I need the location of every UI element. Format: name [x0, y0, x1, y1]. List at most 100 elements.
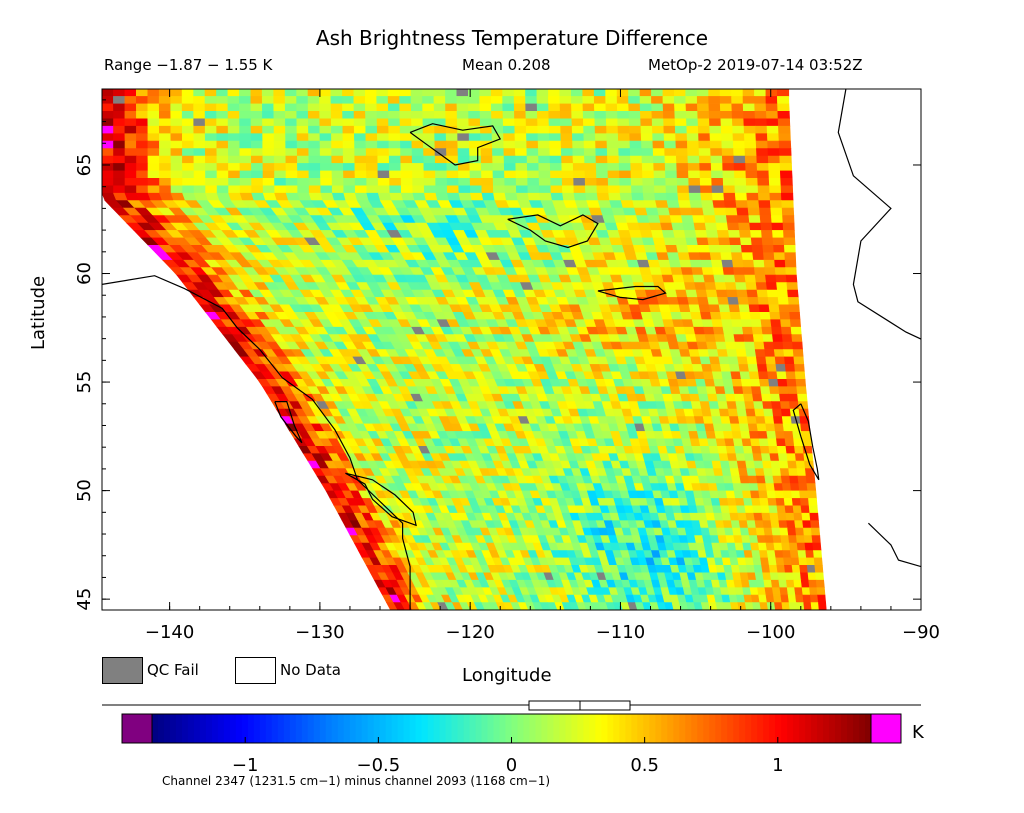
swath-cell [761, 512, 772, 522]
swath-cell [685, 96, 698, 105]
swath-cell [732, 326, 744, 335]
swath-cell [228, 185, 241, 194]
swath-cell [793, 356, 805, 365]
swath-cell [688, 252, 702, 261]
colorbar-segment [853, 714, 860, 743]
swath-cell [388, 140, 401, 149]
swath-cell [754, 111, 768, 120]
colorbar-segment [451, 714, 459, 743]
colorbar-segment [505, 714, 513, 743]
swath-cell [607, 170, 620, 179]
swath-cell [308, 125, 321, 134]
swath-cell [735, 550, 746, 559]
swath-cell [754, 572, 765, 581]
swath-cell [803, 527, 813, 536]
coastline-segment [409, 123, 502, 166]
swath-cell [773, 483, 784, 492]
swath-cell [679, 259, 693, 268]
swath-cell [755, 282, 768, 291]
swath-cell [342, 89, 355, 97]
swath-cell [770, 393, 781, 402]
colorbar-segment [751, 714, 758, 743]
swath-cell [537, 148, 551, 157]
swath-cell [768, 378, 779, 388]
swath-cell [757, 542, 768, 551]
swath-cell [756, 155, 769, 164]
swath-cell [805, 550, 815, 559]
swath-cell [503, 133, 516, 142]
swath-cell [532, 602, 544, 610]
swath-cell [757, 431, 769, 440]
swath-cell [716, 230, 730, 239]
swath-cell [752, 393, 763, 402]
swath-cell [319, 118, 332, 127]
swath-cell [663, 237, 677, 246]
swath-cell [749, 311, 762, 321]
swath-cell [429, 602, 442, 610]
swath-cell [548, 96, 561, 105]
swath-cell [775, 557, 785, 566]
colorbar-segment [295, 714, 303, 743]
swath-cell [514, 111, 527, 120]
swath-cell [784, 252, 797, 261]
swath-cell [377, 148, 390, 157]
swath-cell [181, 118, 194, 127]
swath-cell [228, 163, 241, 172]
swath-cell [561, 178, 575, 187]
swath-cell [736, 207, 750, 216]
swath-cell [365, 155, 379, 164]
colorbar-segment [445, 714, 453, 743]
swath-cell [739, 371, 751, 380]
swath-cell [766, 602, 776, 610]
swath-cell [708, 89, 721, 97]
swath-cell [595, 163, 609, 172]
swath-cell [750, 237, 764, 246]
swath-cell [387, 96, 401, 105]
swath-cell [672, 230, 687, 239]
swath-cell [536, 111, 550, 120]
swath-cell [147, 148, 160, 157]
swath-cell [560, 148, 574, 157]
swath-cell [800, 572, 810, 581]
swath-cell [723, 334, 736, 343]
swath-cell [584, 170, 597, 179]
swath-cell [770, 215, 784, 224]
colorbar-segment [709, 714, 716, 743]
swath-cell [307, 96, 320, 105]
swath-cell [652, 140, 665, 149]
swath-cell [422, 103, 435, 112]
swath-cell [801, 431, 812, 440]
swath-cell [675, 140, 688, 149]
swath-cell [159, 185, 172, 194]
swath-cell [216, 89, 229, 97]
swath-cell [514, 140, 528, 149]
swath-cell [492, 170, 505, 179]
swath-cell [366, 170, 379, 179]
swath-cell [389, 178, 402, 187]
swath-cell [618, 148, 631, 157]
swath-cell [747, 475, 758, 484]
colorbar-segment [199, 714, 207, 743]
swath-cell [330, 111, 344, 120]
swath-cell [400, 163, 413, 172]
swath-cell [582, 111, 596, 120]
swath-cell [724, 483, 735, 492]
swath-cell [643, 200, 658, 209]
swath-cell [786, 282, 798, 291]
swath-cell [779, 393, 790, 402]
swath-cell [690, 311, 703, 321]
swath-cell [526, 133, 539, 142]
swath-cell [446, 170, 459, 179]
swath-cell [618, 163, 632, 172]
swath-cell [456, 103, 469, 112]
colorbar-segment [319, 714, 327, 743]
swath-cell [525, 96, 538, 105]
swath-cell [216, 155, 229, 164]
swath-cell [770, 579, 781, 589]
swath-cell [757, 483, 768, 492]
colorbar-segment [529, 714, 537, 743]
swath-cell [660, 222, 674, 231]
swath-cell [330, 89, 343, 97]
swath-cell [526, 148, 539, 157]
swath-cell [708, 103, 721, 112]
